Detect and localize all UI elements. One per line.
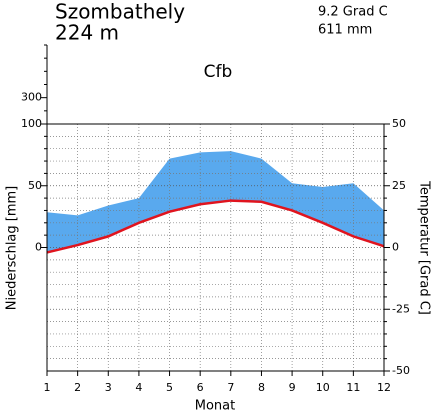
y-tick-label: 0 — [35, 241, 42, 254]
temperature-line — [46, 199, 385, 254]
x-tick-label: 12 — [377, 381, 391, 394]
x-tick-label: 5 — [166, 381, 173, 394]
chart-subtitle: 224 m — [55, 21, 119, 45]
y-axis-label: Niederschlag [mm] — [5, 186, 20, 311]
x-tick-label: 2 — [74, 381, 81, 394]
x-axis-label: Monat — [195, 399, 235, 414]
y2-tick-label: 0 — [392, 241, 399, 254]
y2-axis-label: Temperatur [Grad C] — [417, 180, 432, 315]
annual-precipitation: 611 mm — [318, 23, 372, 38]
x-tick-label: 10 — [316, 381, 330, 394]
chart-title: Szombathely — [55, 0, 185, 24]
mean-temperature: 9.2 Grad C — [318, 5, 388, 20]
y2-tick-label: 50 — [392, 117, 406, 130]
y-tick-label: 100 — [21, 117, 42, 130]
x-tick-label: 9 — [289, 381, 296, 394]
y2-tick-label: 25 — [392, 179, 406, 192]
y2-tick-label: -25 — [392, 302, 410, 315]
x-tick-label: 11 — [346, 381, 360, 394]
y-tick-label: 50 — [28, 179, 42, 192]
x-tick-label: 1 — [44, 381, 51, 394]
x-tick-label: 3 — [105, 381, 112, 394]
x-tick-label: 4 — [135, 381, 142, 394]
climate-class: Cfb — [204, 62, 233, 82]
y2-tick-label: -50 — [392, 364, 410, 377]
x-tick-label: 7 — [227, 381, 234, 394]
x-tick-label: 8 — [258, 381, 265, 394]
y-tick-label: 300 — [21, 91, 42, 104]
x-tick-label: 6 — [197, 381, 204, 394]
